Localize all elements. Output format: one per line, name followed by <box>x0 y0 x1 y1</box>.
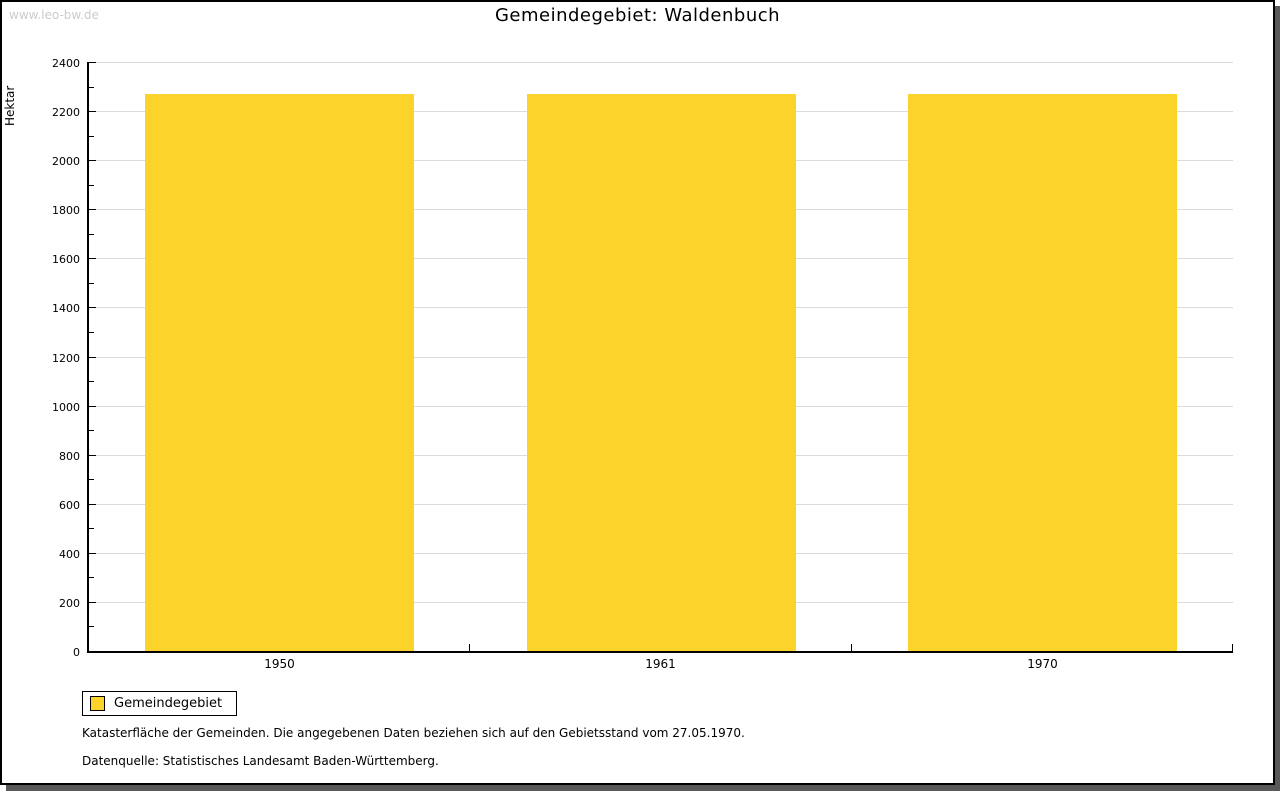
chart-title: Gemeindegebiet: Waldenbuch <box>494 5 781 26</box>
y-major-tick <box>89 406 96 407</box>
y-minor-tick <box>89 234 94 235</box>
y-major-tick <box>89 455 96 456</box>
y-major-tick <box>89 307 96 308</box>
y-tick-label: 0 <box>73 646 80 659</box>
y-tick-label: 200 <box>59 597 80 610</box>
legend-swatch <box>90 696 105 711</box>
footnote-data-source: Datenquelle: Statistisches Landesamt Bad… <box>82 754 439 768</box>
y-major-tick <box>89 160 96 161</box>
x-axis-end-tick <box>1232 644 1233 651</box>
y-tick-label: 2200 <box>52 106 80 119</box>
y-tick-label: 600 <box>59 499 80 512</box>
y-tick-label: 1000 <box>52 401 80 414</box>
x-tick-label: 1950 <box>264 657 295 671</box>
legend-label: Gemeindegebiet <box>114 696 223 711</box>
y-minor-tick <box>89 479 94 480</box>
y-minor-tick <box>89 332 94 333</box>
y-minor-tick <box>89 381 94 382</box>
x-tick <box>851 644 852 651</box>
y-minor-tick <box>89 577 94 578</box>
y-minor-tick <box>89 430 94 431</box>
footnote-source-note: Katasterfläche der Gemeinden. Die angege… <box>82 726 745 740</box>
y-minor-tick <box>89 528 94 529</box>
plot-area <box>87 62 1233 653</box>
y-minor-tick <box>89 283 94 284</box>
watermark-url: www.leo-bw.de <box>9 8 99 22</box>
bar-1961 <box>527 94 796 651</box>
y-tick-label: 1800 <box>52 204 80 217</box>
y-tick-label: 1400 <box>52 302 80 315</box>
x-tick-label: 1970 <box>1027 657 1058 671</box>
y-major-tick <box>89 504 96 505</box>
legend: Gemeindegebiet <box>82 691 238 716</box>
bar-1970 <box>908 94 1177 651</box>
y-major-tick <box>89 111 96 112</box>
y-tick-label: 800 <box>59 450 80 463</box>
y-tick-label: 1600 <box>52 253 80 266</box>
bar-1950 <box>145 94 414 651</box>
y-minor-tick <box>89 185 94 186</box>
gridline <box>89 62 1233 63</box>
x-tick-label: 1961 <box>645 657 676 671</box>
y-major-tick <box>89 553 96 554</box>
y-tick-label: 2000 <box>52 155 80 168</box>
y-major-tick <box>89 209 96 210</box>
y-minor-tick <box>89 626 94 627</box>
y-minor-tick <box>89 87 94 88</box>
y-major-tick <box>89 62 96 63</box>
y-minor-tick <box>89 136 94 137</box>
y-tick-label: 2400 <box>52 57 80 70</box>
y-axis-label: Hektar <box>3 85 17 126</box>
x-tick <box>469 644 470 651</box>
y-major-tick <box>89 357 96 358</box>
y-major-tick <box>89 602 96 603</box>
y-major-tick <box>89 258 96 259</box>
y-tick-label: 400 <box>59 548 80 561</box>
y-tick-label: 1200 <box>52 352 80 365</box>
